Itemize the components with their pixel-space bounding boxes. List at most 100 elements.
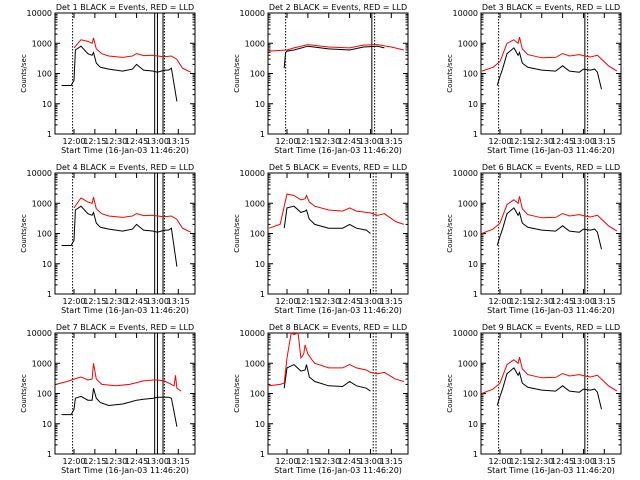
x-tick-label: 12:45 xyxy=(551,137,574,146)
events-series-line xyxy=(61,388,178,427)
x-tick-label: 12:45 xyxy=(125,297,148,306)
x-tick-label: 13:15 xyxy=(593,457,616,466)
x-tick-label: 13:00 xyxy=(146,137,169,146)
panel-title: Det 3 BLACK = Events, RED = LLD xyxy=(482,3,620,12)
x-tick-label: 12:15 xyxy=(83,457,106,466)
y-tick-label: 10 xyxy=(42,420,52,429)
y-axis-label: Counts/sec xyxy=(20,54,28,93)
x-tick-label: 12:45 xyxy=(125,457,148,466)
x-axis-label: Start Time (16-Jan-03 11:46:20) xyxy=(274,146,402,155)
lld-series-line xyxy=(73,37,192,73)
y-axis-label: Counts/sec xyxy=(233,54,241,93)
y-tick-label: 100 xyxy=(250,390,265,399)
x-tick-label: 12:45 xyxy=(338,297,361,306)
y-tick-label: 10000 xyxy=(453,169,478,178)
y-tick-label: 100 xyxy=(250,230,265,239)
x-tick-label: 12:15 xyxy=(509,137,532,146)
panel-title: Det 1 BLACK = Events, RED = LLD xyxy=(56,3,194,12)
y-tick-label: 10000 xyxy=(453,9,478,18)
y-tick-label: 10 xyxy=(42,260,52,269)
y-tick-label: 10000 xyxy=(453,329,478,338)
x-tick-label: 13:00 xyxy=(146,297,169,306)
panel-title: Det 6 BLACK = Events, RED = LLD xyxy=(482,163,620,172)
y-tick-label: 100 xyxy=(463,70,478,79)
detector-panel: Det 6 BLACK = Events, RED = LLD 1 10 100 100… xyxy=(446,163,622,315)
lld-series-line xyxy=(73,196,192,233)
y-tick-label: 100 xyxy=(250,70,265,79)
plot-frame xyxy=(267,172,409,295)
detector-panel: Det 8 BLACK = Events, RED = LLD 1 10 100 100… xyxy=(233,323,409,475)
x-tick-label: 13:15 xyxy=(167,457,190,466)
x-tick-label: 12:45 xyxy=(125,137,148,146)
detector-panel: Det 4 BLACK = Events, RED = LLD 1 10 100 100… xyxy=(20,163,196,315)
y-axis-label: Counts/sec xyxy=(446,214,454,253)
panel-title: Det 5 BLACK = Events, RED = LLD xyxy=(269,163,407,172)
y-tick-label: 10000 xyxy=(27,9,52,18)
y-tick-label: 10 xyxy=(468,260,478,269)
y-tick-label: 1000 xyxy=(245,359,265,368)
lld-series-line xyxy=(268,44,404,52)
events-series-line xyxy=(283,205,371,234)
y-tick-label: 1 xyxy=(47,130,52,139)
events-series-line xyxy=(496,367,602,410)
x-tick-label: 12:00 xyxy=(488,457,511,466)
x-tick-label: 12:45 xyxy=(551,297,574,306)
y-axis-label: Counts/sec xyxy=(233,214,241,253)
y-tick-label: 1000 xyxy=(245,39,265,48)
x-tick-label: 12:00 xyxy=(62,457,85,466)
x-axis-label: Start Time (16-Jan-03 11:46:20) xyxy=(61,146,189,155)
x-tick-label: 12:30 xyxy=(530,297,553,306)
x-tick-label: 12:15 xyxy=(296,297,319,306)
y-tick-label: 1 xyxy=(260,130,265,139)
y-tick-label: 10000 xyxy=(240,169,265,178)
y-tick-label: 10 xyxy=(468,420,478,429)
y-axis-label: Counts/sec xyxy=(20,214,28,253)
x-tick-label: 12:15 xyxy=(509,457,532,466)
x-tick-label: 13:15 xyxy=(380,457,403,466)
x-tick-label: 12:30 xyxy=(317,297,340,306)
y-tick-label: 1 xyxy=(473,450,478,459)
y-tick-label: 1000 xyxy=(32,199,52,208)
panel-title: Det 4 BLACK = Events, RED = LLD xyxy=(56,163,194,172)
x-tick-label: 12:15 xyxy=(83,137,106,146)
y-tick-label: 100 xyxy=(463,230,478,239)
x-tick-label: 12:00 xyxy=(62,297,85,306)
detector-panel: Det 9 BLACK = Events, RED = LLD 1 10 100 100… xyxy=(446,323,622,475)
x-tick-label: 13:00 xyxy=(572,457,595,466)
x-tick-label: 12:30 xyxy=(530,457,553,466)
plot-frame xyxy=(54,12,196,135)
plot-frame xyxy=(480,172,622,295)
x-tick-label: 13:00 xyxy=(359,297,382,306)
panel-title: Det 9 BLACK = Events, RED = LLD xyxy=(482,323,620,332)
x-axis-label: Start Time (16-Jan-03 11:46:20) xyxy=(61,306,189,315)
plot-frame xyxy=(480,332,622,455)
y-tick-label: 1 xyxy=(260,450,265,459)
lld-series-line xyxy=(268,332,404,387)
y-tick-label: 1000 xyxy=(458,359,478,368)
plot-frame xyxy=(480,12,622,135)
x-tick-label: 12:00 xyxy=(488,297,511,306)
x-tick-label: 12:00 xyxy=(62,137,85,146)
x-axis-label: Start Time (16-Jan-03 11:46:20) xyxy=(274,306,402,315)
x-tick-label: 12:15 xyxy=(83,297,106,306)
lld-series-line xyxy=(268,193,404,229)
x-tick-label: 12:15 xyxy=(296,457,319,466)
x-tick-label: 13:00 xyxy=(572,297,595,306)
lld-series-line xyxy=(481,36,618,72)
x-tick-label: 13:00 xyxy=(146,457,169,466)
x-tick-label: 13:15 xyxy=(380,137,403,146)
y-tick-label: 100 xyxy=(37,70,52,79)
panel-title: Det 8 BLACK = Events, RED = LLD xyxy=(269,323,407,332)
y-tick-label: 100 xyxy=(37,230,52,239)
y-axis-label: Counts/sec xyxy=(446,54,454,93)
x-tick-label: 13:00 xyxy=(572,137,595,146)
y-axis-label: Counts/sec xyxy=(20,374,28,413)
y-tick-label: 1 xyxy=(47,290,52,299)
plot-frame xyxy=(267,12,409,135)
y-tick-label: 1000 xyxy=(245,199,265,208)
y-tick-label: 10000 xyxy=(240,9,265,18)
x-tick-label: 13:15 xyxy=(380,297,403,306)
panel-title: Det 2 BLACK = Events, RED = LLD xyxy=(269,3,407,12)
y-tick-label: 1 xyxy=(473,130,478,139)
